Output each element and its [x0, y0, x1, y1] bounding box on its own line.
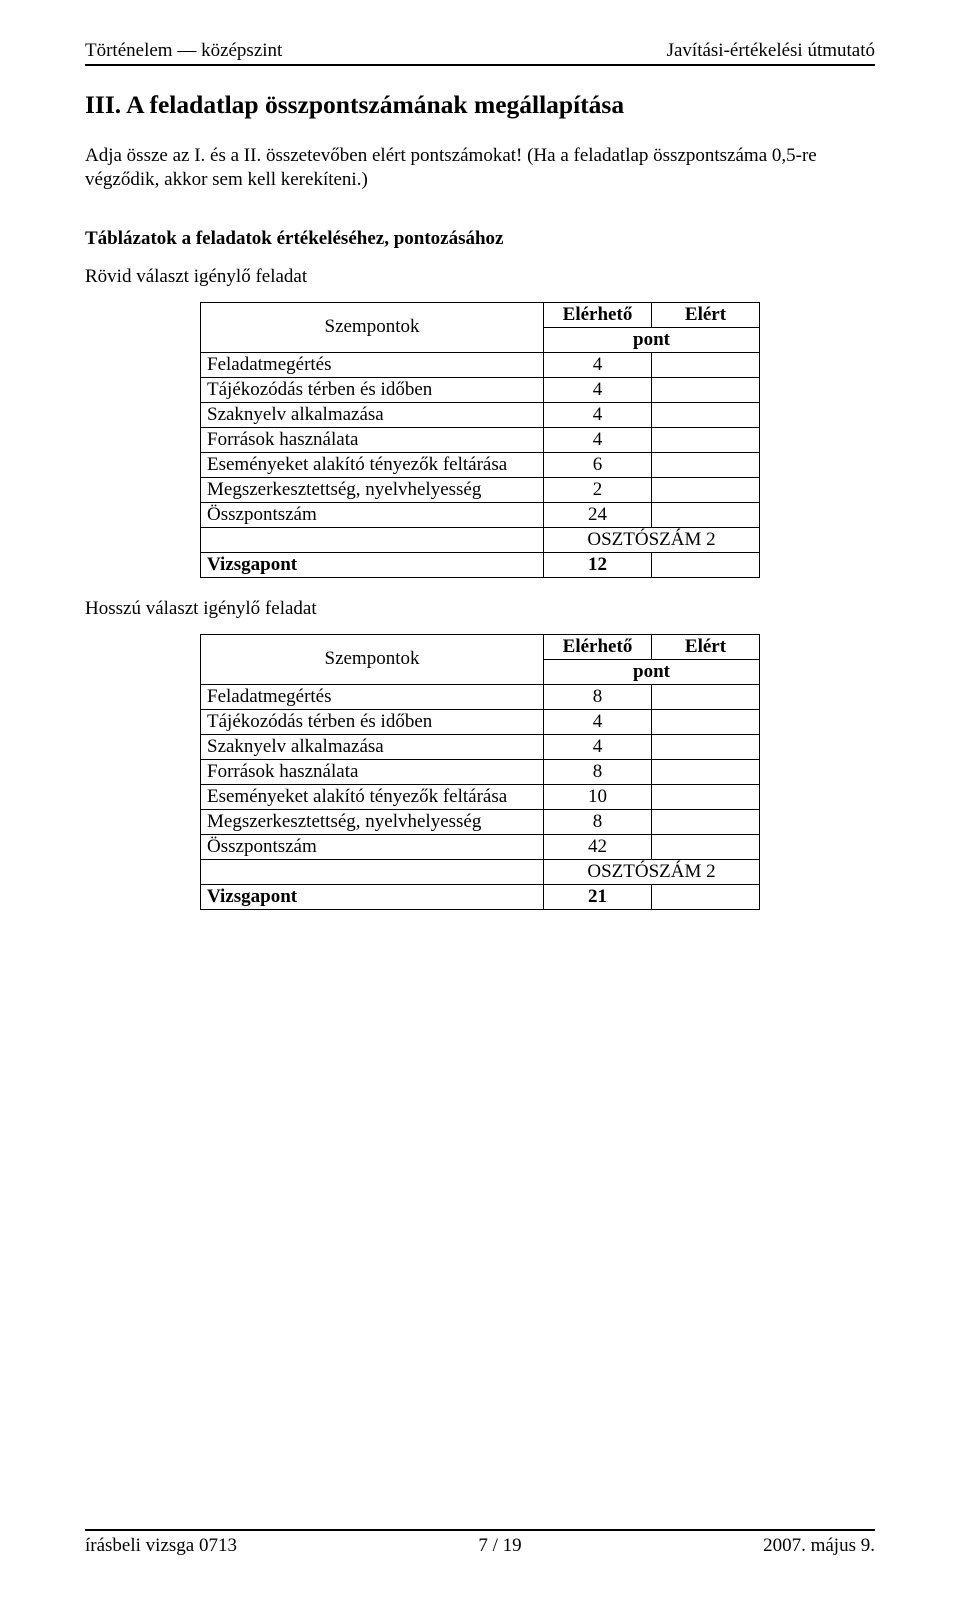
footer-left: írásbeli vizsga 0713 [85, 1535, 237, 1557]
total-got [652, 502, 760, 527]
th-szempontok: Szempontok [201, 634, 544, 684]
exam-row: Vizsgapont 21 [201, 884, 760, 909]
row-value: 6 [544, 452, 652, 477]
exam-got [652, 552, 760, 577]
total-label: Összpontszám [201, 834, 544, 859]
exam-value: 12 [544, 552, 652, 577]
long-score-table: Szempontok Elérhető Elért pont Feladatme… [200, 634, 760, 910]
total-row: Összpontszám 24 [201, 502, 760, 527]
exam-value: 21 [544, 884, 652, 909]
row-value: 2 [544, 477, 652, 502]
th-szempontok: Szempontok [201, 302, 544, 352]
divisor-row: OSZTÓSZÁM 2 [201, 859, 760, 884]
row-label: Szaknyelv alkalmazása [201, 402, 544, 427]
row-got [652, 809, 760, 834]
divisor-empty [201, 527, 544, 552]
total-got [652, 834, 760, 859]
short-score-table: Szempontok Elérhető Elért pont Feladatme… [200, 302, 760, 578]
row-value: 4 [544, 734, 652, 759]
row-value: 4 [544, 427, 652, 452]
row-label: Eseményeket alakító tényezők feltárása [201, 784, 544, 809]
header-right: Javítási-értékelési útmutató [667, 40, 875, 62]
row-got [652, 402, 760, 427]
row-value: 10 [544, 784, 652, 809]
row-value: 8 [544, 759, 652, 784]
row-value: 4 [544, 709, 652, 734]
row-label: Szaknyelv alkalmazása [201, 734, 544, 759]
table-row: Szaknyelv alkalmazása 4 [201, 402, 760, 427]
exam-label: Vizsgapont [201, 884, 544, 909]
intro-paragraph: Adja össze az I. és a II. összetevőben e… [85, 144, 875, 192]
exam-got [652, 884, 760, 909]
divisor-row: OSZTÓSZÁM 2 [201, 527, 760, 552]
exam-row: Vizsgapont 12 [201, 552, 760, 577]
table-row: Eseményeket alakító tényezők feltárása 1… [201, 784, 760, 809]
divisor-empty [201, 859, 544, 884]
row-label: Források használata [201, 427, 544, 452]
page-header: Történelem — középszint Javítási-értékel… [85, 40, 875, 62]
row-label: Tájékozódás térben és időben [201, 377, 544, 402]
row-label: Tájékozódás térben és időben [201, 709, 544, 734]
th-pont: pont [544, 327, 760, 352]
row-value: 4 [544, 402, 652, 427]
table-row: Megszerkesztettség, nyelvhelyesség 2 [201, 477, 760, 502]
row-got [652, 684, 760, 709]
row-got [652, 377, 760, 402]
row-value: 4 [544, 352, 652, 377]
total-value: 24 [544, 502, 652, 527]
long-answer-heading: Hosszú választ igénylő feladat [85, 598, 875, 620]
table-row: Források használata 8 [201, 759, 760, 784]
table-row: Tájékozódás térben és időben 4 [201, 377, 760, 402]
tables-heading: Táblázatok a feladatok értékeléséhez, po… [85, 228, 875, 250]
page-footer: írásbeli vizsga 0713 7 / 19 2007. május … [85, 1529, 875, 1557]
table-row: Eseményeket alakító tényezők feltárása 6 [201, 452, 760, 477]
header-left: Történelem — középszint [85, 40, 282, 62]
th-pont: pont [544, 659, 760, 684]
row-got [652, 709, 760, 734]
row-got [652, 352, 760, 377]
section-title: III. A feladatlap összpontszámának megál… [85, 90, 875, 120]
row-value: 8 [544, 809, 652, 834]
table-row: Források használata 4 [201, 427, 760, 452]
row-label: Megszerkesztettség, nyelvhelyesség [201, 477, 544, 502]
long-score-table-wrap: Szempontok Elérhető Elért pont Feladatme… [85, 634, 875, 910]
row-got [652, 759, 760, 784]
table-row: Feladatmegértés 8 [201, 684, 760, 709]
footer-center: 7 / 19 [478, 1535, 521, 1557]
row-got [652, 734, 760, 759]
total-row: Összpontszám 42 [201, 834, 760, 859]
row-value: 8 [544, 684, 652, 709]
row-label: Feladatmegértés [201, 684, 544, 709]
divisor-label: OSZTÓSZÁM 2 [544, 859, 760, 884]
short-answer-heading: Rövid választ igénylő feladat [85, 266, 875, 288]
th-elerheto: Elérhető [544, 302, 652, 327]
th-elert: Elért [652, 634, 760, 659]
row-label: Megszerkesztettség, nyelvhelyesség [201, 809, 544, 834]
total-label: Összpontszám [201, 502, 544, 527]
footer-rule [85, 1529, 875, 1531]
table-row: Feladatmegértés 4 [201, 352, 760, 377]
header-rule [85, 64, 875, 66]
table-row: Megszerkesztettség, nyelvhelyesség 8 [201, 809, 760, 834]
th-elerheto: Elérhető [544, 634, 652, 659]
row-label: Feladatmegértés [201, 352, 544, 377]
table-row: Szaknyelv alkalmazása 4 [201, 734, 760, 759]
divisor-label: OSZTÓSZÁM 2 [544, 527, 760, 552]
th-elert: Elért [652, 302, 760, 327]
table-row: Tájékozódás térben és időben 4 [201, 709, 760, 734]
row-got [652, 784, 760, 809]
row-got [652, 477, 760, 502]
footer-right: 2007. május 9. [763, 1535, 875, 1557]
total-value: 42 [544, 834, 652, 859]
page: Történelem — középszint Javítási-értékel… [0, 0, 960, 1597]
row-value: 4 [544, 377, 652, 402]
row-label: Eseményeket alakító tényezők feltárása [201, 452, 544, 477]
row-got [652, 452, 760, 477]
short-score-table-wrap: Szempontok Elérhető Elért pont Feladatme… [85, 302, 875, 578]
exam-label: Vizsgapont [201, 552, 544, 577]
row-label: Források használata [201, 759, 544, 784]
row-got [652, 427, 760, 452]
